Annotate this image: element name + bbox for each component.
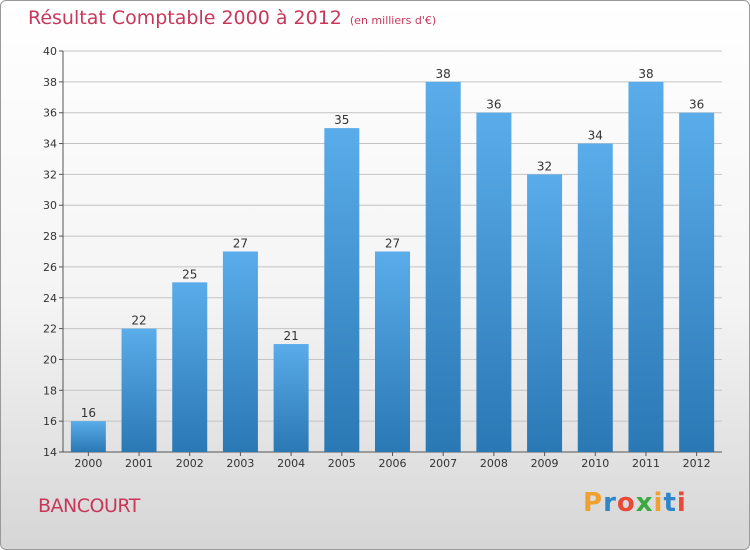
y-tick-label: 28 [43, 230, 57, 243]
y-tick-label: 16 [43, 415, 57, 428]
bar-2012 [679, 112, 715, 452]
y-tick-label: 36 [43, 107, 57, 120]
logo-letter: i [676, 488, 687, 518]
bar-2011 [628, 81, 664, 452]
x-tick-label-2010: 2010 [581, 457, 609, 470]
x-tick-label-2006: 2006 [379, 457, 407, 470]
x-tick-label-2003: 2003 [226, 457, 254, 470]
bar-2006 [375, 251, 410, 452]
y-tick-label: 14 [43, 446, 57, 459]
x-tick-label-2009: 2009 [531, 457, 559, 470]
bar-2000 [70, 421, 106, 452]
data-label-2003: 27 [233, 237, 248, 251]
x-tick-label-2007: 2007 [429, 457, 457, 470]
data-label-2002: 25 [182, 267, 197, 281]
data-label-2009: 32 [537, 159, 552, 173]
y-tick-label: 20 [43, 353, 57, 366]
x-tick-label-2012: 2012 [683, 457, 711, 470]
chart-title: Résultat Comptable 2000 à 2012 [28, 7, 342, 29]
data-label-2005: 35 [334, 113, 349, 127]
y-tick-label: 34 [43, 138, 57, 151]
chart-subtitle: (en milliers d'€) [349, 14, 437, 27]
x-tick-label-2000: 2000 [74, 457, 102, 470]
data-label-2010: 34 [588, 129, 603, 143]
x-tick-label-2008: 2008 [480, 457, 508, 470]
data-label-2001: 22 [131, 314, 146, 328]
bar-2008 [476, 112, 512, 452]
bar-2010 [577, 143, 613, 453]
data-label-2011: 38 [638, 67, 653, 81]
data-label-2000: 16 [81, 406, 96, 420]
x-tick-label-2002: 2002 [176, 457, 204, 470]
bar-2007 [425, 81, 461, 452]
y-tick-label: 22 [43, 323, 57, 336]
y-tick-label: 24 [43, 292, 57, 305]
logo-letter: x [635, 488, 654, 518]
data-label-2008: 36 [486, 98, 501, 112]
x-tick-label-2001: 2001 [125, 457, 153, 470]
logo-letter: i [653, 488, 664, 518]
y-tick-label: 26 [43, 261, 57, 274]
y-tick-label: 40 [43, 45, 57, 58]
logo-letter: r [603, 488, 617, 518]
x-tick-label-2005: 2005 [328, 457, 356, 470]
bar-2009 [527, 174, 563, 452]
x-tick-label-2011: 2011 [632, 457, 660, 470]
y-tick-label: 32 [43, 168, 57, 181]
chart-title-block: Résultat Comptable 2000 à 2012 (en millie… [28, 7, 436, 29]
y-tick-label: 30 [43, 199, 57, 212]
y-tick-label: 38 [43, 76, 57, 89]
proxiti-logo: Proxiti [583, 488, 687, 518]
bar-2002 [172, 282, 208, 452]
bar-2005 [324, 128, 360, 452]
y-tick-label: 18 [43, 384, 57, 397]
bar-2001 [121, 328, 157, 452]
logo-letter: t [663, 488, 677, 518]
logo-letter: o [616, 488, 636, 518]
x-tick-label-2004: 2004 [277, 457, 305, 470]
data-label-2004: 21 [283, 329, 298, 343]
data-label-2012: 36 [689, 98, 704, 112]
bar-2003 [222, 251, 258, 452]
bar-2004 [273, 344, 309, 452]
logo-letter: P [583, 488, 604, 518]
data-label-2006: 27 [385, 237, 400, 251]
data-label-2007: 38 [436, 67, 451, 81]
commune-name: BANCOURT [38, 495, 140, 517]
